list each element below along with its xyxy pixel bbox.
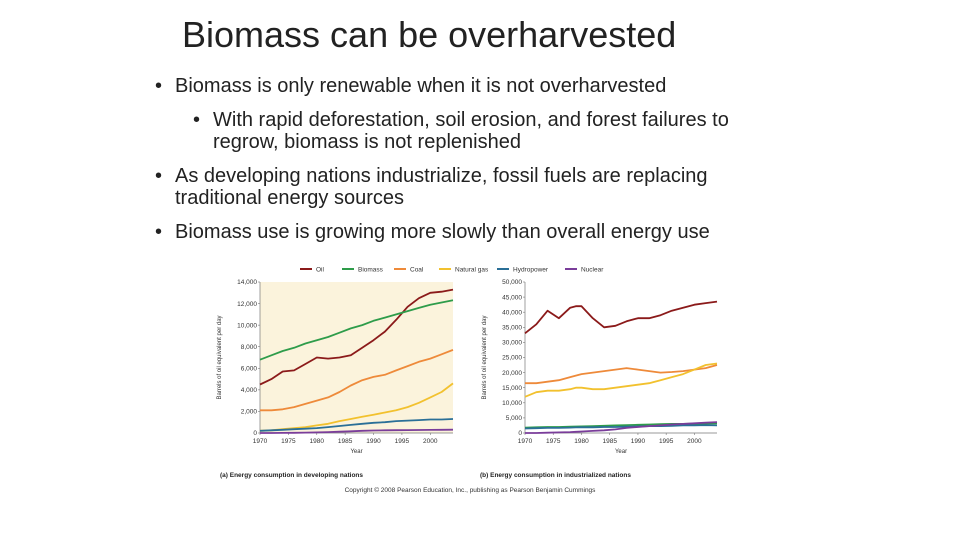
x-tick-label: 1995 [659, 438, 674, 445]
legend-label: Hydropower [513, 267, 549, 274]
y-tick-label: 14,000 [237, 279, 257, 286]
bullet-text: Biomass use is growing more slowly than … [175, 221, 710, 243]
series-line-coal [260, 349, 454, 412]
x-tick-label: 1970 [518, 438, 533, 445]
x-axis-label: Year [615, 449, 627, 455]
series-line-coal [525, 364, 718, 385]
y-tick-label: 30,000 [502, 340, 522, 347]
series-line-hydropower [259, 418, 454, 432]
y-tick-label: 8,000 [241, 344, 258, 351]
series-line-oil [524, 300, 718, 335]
legend-label: Natural gas [455, 267, 489, 274]
y-tick-label: 5,000 [506, 415, 523, 422]
x-tick-label: 1995 [395, 438, 410, 445]
bullet-dot-icon: • [155, 75, 163, 97]
chart-caption: (a) Energy consumption in developing nat… [220, 472, 363, 479]
chart-industrialized-nations: 0 5,000 10,000 15,000 20,000 25,000 30,000 35,0… [480, 279, 718, 479]
bullet-item: • As developing nations industrialize, fo… [155, 165, 795, 209]
bullet-dot-icon: • [155, 165, 163, 187]
x-tick-label: 1975 [281, 438, 296, 445]
legend-label: Biomass [358, 267, 384, 274]
bullet-list: • Biomass is only renewable when it is no… [155, 75, 795, 255]
y-tick-label: 15,000 [502, 385, 522, 392]
y-tick-label: 0 [518, 430, 522, 437]
x-tick-label: 2000 [423, 438, 438, 445]
y-tick-label: 12,000 [237, 301, 257, 308]
series-line-hydropower [524, 424, 718, 430]
y-axis-label: Barrels of oil equivalent per day [482, 315, 488, 399]
series-line-natural-gas [259, 382, 454, 432]
energy-charts-svg: Oil Biomass Coal Natural gas Hydropower Nucle… [217, 267, 718, 494]
y-tick-label: 45,000 [502, 294, 522, 301]
legend-label: Nuclear [581, 267, 604, 274]
y-tick-label: 10,000 [502, 400, 522, 407]
bullet-text: With rapid deforestation, soil erosion, … [213, 109, 729, 153]
y-tick-label: 40,000 [502, 309, 522, 316]
series-line-biomass [259, 299, 454, 361]
bullet-text: As developing nations industrialize, fos… [175, 165, 708, 209]
y-tick-label: 50,000 [502, 279, 522, 286]
x-axis-label: Year [350, 449, 362, 455]
x-tick-label: 1990 [631, 438, 646, 445]
bullet-dot-icon: • [155, 221, 163, 243]
x-tick-label: 1980 [310, 438, 325, 445]
y-tick-label: 10,000 [237, 322, 257, 329]
y-tick-label: 4,000 [241, 387, 258, 394]
series-line-nuclear [525, 421, 718, 434]
sub-bullet-item: • With rapid deforestation, soil erosion,… [193, 109, 795, 153]
y-tick-label: 35,000 [502, 325, 522, 332]
bullet-item: • Biomass is only renewable when it is no… [155, 75, 795, 97]
plot-area [260, 282, 453, 433]
chart-caption: (b) Energy consumption in industrialized… [480, 472, 631, 479]
series-line-oil [259, 288, 454, 386]
x-tick-label: 1990 [366, 438, 381, 445]
x-tick-label: 1980 [574, 438, 589, 445]
bullet-dot-icon: • [193, 109, 201, 131]
y-tick-label: 25,000 [502, 355, 522, 362]
x-tick-label: 1975 [546, 438, 561, 445]
legend-label: Oil [316, 267, 325, 274]
y-tick-label: 20,000 [502, 370, 522, 377]
x-tick-label: 1985 [602, 438, 617, 445]
chart-developing-nations: 0 2,000 4,000 6,000 8,000 10,000 12,000 14,000 1… [217, 279, 454, 479]
x-tick-label: 1970 [253, 438, 268, 445]
bullet-item: • Biomass use is growing more slowly than… [155, 221, 795, 243]
slide-title: Biomass can be overharvested [182, 14, 677, 55]
y-axis-label: Barrels of oil equivalent per day [217, 315, 223, 399]
y-tick-label: 0 [253, 430, 257, 437]
y-tick-label: 6,000 [241, 365, 258, 372]
chart-legend: Oil Biomass Coal Natural gas Hydropower Nucle… [300, 267, 604, 274]
plot-area [525, 282, 717, 433]
x-tick-label: 1985 [338, 438, 353, 445]
copyright-text: Copyright © 2008 Pearson Education, Inc.… [345, 486, 597, 494]
series-line-natural-gas [524, 362, 718, 398]
bullet-text: Biomass is only renewable when it is not… [175, 75, 667, 97]
series-line-nuclear [260, 428, 454, 434]
y-tick-label: 2,000 [241, 409, 258, 416]
legend-label: Coal [410, 267, 424, 274]
energy-chart-figure: Oil Biomass Coal Natural gas Hydropower Nucle… [210, 258, 730, 508]
x-tick-label: 2000 [687, 438, 702, 445]
